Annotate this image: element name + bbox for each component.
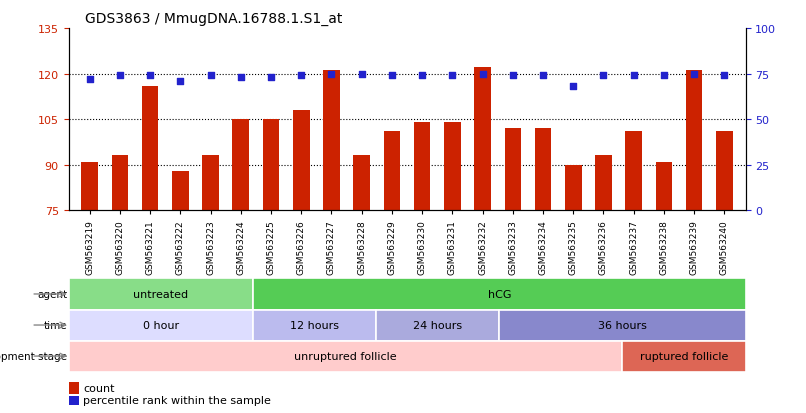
Bar	[622, 341, 746, 372]
Text: unruptured follicle: unruptured follicle	[294, 351, 397, 361]
Bar	[81, 162, 98, 211]
Point	[416, 73, 429, 79]
Text: development stage: development stage	[0, 351, 67, 361]
Point	[567, 84, 580, 90]
Bar	[565, 165, 582, 211]
Bar	[69, 279, 253, 310]
Text: count: count	[83, 383, 114, 393]
Bar	[253, 279, 746, 310]
Bar	[323, 71, 340, 211]
Text: untreated: untreated	[133, 289, 189, 299]
Bar	[534, 129, 551, 211]
Point	[325, 71, 338, 78]
Point	[83, 76, 96, 83]
Bar	[232, 120, 249, 211]
Bar	[172, 171, 189, 211]
Bar	[474, 68, 491, 211]
Point	[688, 71, 700, 78]
Point	[235, 75, 247, 81]
Bar	[384, 132, 401, 211]
Text: 24 hours: 24 hours	[413, 320, 463, 330]
Point	[264, 75, 277, 81]
Bar	[686, 71, 703, 211]
Bar	[625, 132, 642, 211]
Point	[658, 73, 671, 79]
Point	[295, 73, 308, 79]
Point	[446, 73, 459, 79]
Point	[718, 73, 731, 79]
Point	[114, 73, 127, 79]
Text: percentile rank within the sample: percentile rank within the sample	[83, 395, 271, 405]
Text: time: time	[44, 320, 67, 330]
Point	[204, 73, 217, 79]
Bar	[444, 123, 461, 211]
Text: GDS3863 / MmugDNA.16788.1.S1_at: GDS3863 / MmugDNA.16788.1.S1_at	[85, 12, 342, 26]
Text: hCG: hCG	[488, 289, 511, 299]
Bar	[293, 111, 310, 211]
Point	[174, 78, 187, 85]
Point	[627, 73, 640, 79]
Point	[385, 73, 398, 79]
Text: ruptured follicle: ruptured follicle	[640, 351, 728, 361]
Bar	[376, 310, 500, 341]
Text: 36 hours: 36 hours	[598, 320, 647, 330]
Point	[355, 71, 368, 78]
Bar	[413, 123, 430, 211]
Bar	[505, 129, 521, 211]
Point	[597, 73, 610, 79]
Bar	[716, 132, 733, 211]
Bar	[263, 120, 280, 211]
Point	[143, 73, 156, 79]
Text: 12 hours: 12 hours	[290, 320, 339, 330]
Bar	[655, 162, 672, 211]
Bar	[69, 310, 253, 341]
Bar	[111, 156, 128, 211]
Bar	[595, 156, 612, 211]
Bar	[253, 310, 376, 341]
Text: agent: agent	[37, 289, 67, 299]
Bar	[142, 86, 159, 211]
Bar	[202, 156, 219, 211]
Text: 0 hour: 0 hour	[143, 320, 179, 330]
Bar	[500, 310, 746, 341]
Bar	[353, 156, 370, 211]
Point	[537, 73, 550, 79]
Bar	[69, 341, 622, 372]
Point	[506, 73, 519, 79]
Point	[476, 71, 489, 78]
